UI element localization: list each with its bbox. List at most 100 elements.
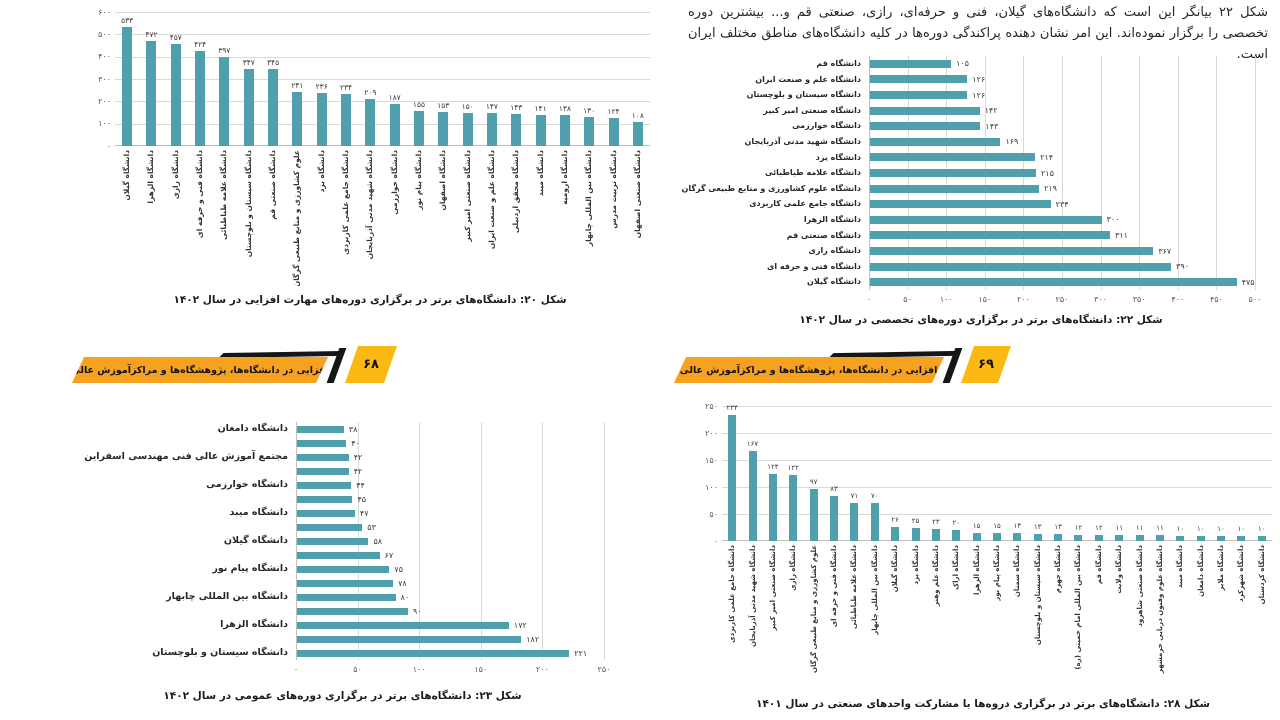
category-label: دانشگاه شهید مدنی آذربایجان	[365, 150, 375, 260]
bar-value-label: ۱۴۲	[984, 106, 998, 116]
x-tick-label: ۲۰۰	[1016, 295, 1030, 304]
figure-23-plot-area: دانشگاه دامغان مجتمع آموزش عالی فنی مهندس…	[70, 422, 615, 720]
category-label: دانشگاه شهرکرد	[1237, 545, 1246, 602]
category-label: علوم کشاورزی و منابع طبیعی گرگان	[292, 150, 302, 286]
category-label: دانشگاه علم و صنعت ایران	[755, 74, 861, 84]
bar	[389, 104, 400, 146]
bar-value-label: ۲۳	[932, 517, 940, 526]
bar	[297, 537, 369, 545]
bar-value-label: ۱۴	[1013, 522, 1022, 531]
bar	[535, 114, 546, 146]
plot-region: ۰ ۱۰۰ ۲۰۰ ۳۰۰ ۴۰۰ ۵۰۰ ۶۰۰ ۵۳۳ ۴۷۲ ۴۵۷ ۴۲۴ ۳۹۷ ۳۴۷ ۳۴۵…	[98, 8, 650, 151]
bar-value-label: ۲۵	[911, 516, 920, 525]
category-label: دانشگاه الزهرا	[803, 215, 861, 224]
gridline	[1216, 56, 1218, 290]
category-label: دانشگاه صنعتی امیر کبیر	[768, 545, 777, 631]
y-tick-label: ۲۰۰	[705, 428, 718, 438]
x-tick-label: ۲۵۰	[1055, 295, 1069, 304]
gridline	[115, 79, 650, 80]
bar	[870, 200, 1051, 209]
bar-value-label: ۱۲۴	[607, 107, 620, 117]
category-label: دانشگاه ولایت	[1115, 545, 1124, 594]
category-label: دانشگاه ارومیه	[559, 150, 569, 205]
category-label: دانشگاه علوم کشاورزی و منابع طبیعی گرگان	[681, 183, 861, 193]
figure-23-chart: دانشگاه دامغان مجتمع آموزش عالی فنی مهندس…	[70, 422, 615, 720]
bar	[1013, 533, 1022, 541]
bar	[870, 503, 879, 541]
bar	[870, 91, 968, 99]
x-tick-label: ۲۰۰	[535, 665, 549, 674]
bar-value-label: ۱۰	[1196, 524, 1205, 533]
category-label: دانشگاه یزد	[911, 545, 920, 585]
bar	[1074, 534, 1083, 541]
bar-value-label: ۱۶۹	[1005, 137, 1019, 147]
bar-value-label: ۴۵	[357, 494, 367, 504]
category-label: دانشگاه علوم وفنون دریایی خرمشهر	[1155, 545, 1164, 674]
bar-value-label: ۱۷۲	[513, 620, 527, 630]
figure-22-plot-area: دانشگاه قم دانشگاه علم و صنعت ایران دانشگا…	[681, 56, 1276, 341]
gridline	[722, 487, 1272, 488]
gridline	[115, 12, 650, 13]
gridline	[722, 406, 1272, 407]
axis-line	[869, 56, 870, 290]
category-label: دانشگاه شهید مدنی آذربایجان	[748, 545, 757, 647]
bar-value-label: ۲۲۱	[574, 648, 588, 658]
category-label: دانشگاه صنعتی امیر کبیر	[462, 150, 472, 242]
bar-value-label: ۳۶۷	[1158, 246, 1172, 256]
bar-value-label: ۸۰	[400, 592, 410, 602]
category-label: دانشگاه بین المللی امام خمینی (ره)	[1074, 545, 1083, 670]
bar	[952, 530, 961, 541]
bar-value-label: ۱۰	[1176, 524, 1185, 533]
category-axis: دانشگاه جامع علمی کاربردی دانشگاه شهید مد…	[722, 543, 1272, 693]
category-label: دانشگاه سیستان و بلوچستان	[746, 90, 861, 100]
bar-value-label: ۷۵	[394, 564, 403, 574]
gridline	[1100, 56, 1102, 290]
bar-value-label: ۱۱	[1115, 524, 1123, 533]
bar	[341, 93, 352, 146]
bar	[413, 111, 424, 146]
category-label: دانشگاه الزهرا	[220, 619, 288, 630]
category-label: دانشگاه صنعتی قم	[786, 230, 861, 240]
bar-value-label: ۴۲۴	[194, 40, 207, 50]
bar	[748, 450, 757, 541]
bar-value-label: ۷۸	[398, 578, 407, 588]
bar-value-label: ۸۳	[830, 485, 838, 494]
bar-value-label: ۱۵۰	[461, 101, 474, 111]
category-label: دانشگاه محقق اردبیلی	[511, 150, 521, 234]
axis-line	[296, 422, 297, 660]
bar-value-label: ۷۱	[850, 491, 859, 500]
category-label: دانشگاه صنعتی اصفهان	[632, 150, 642, 239]
bar	[850, 502, 859, 541]
category-label: دانشگاه صنعتی شاهرود	[1135, 545, 1144, 627]
bar-value-label: ۳۱۱	[1115, 230, 1128, 240]
bar-value-label: ۱۰۵	[956, 59, 969, 69]
bar-value-label: ۲۱۹	[1044, 184, 1057, 194]
category-label: دانشگاه سمنان	[1013, 545, 1022, 598]
category-label: دانشگاه علم وهنر	[931, 545, 940, 606]
figure-28-caption: شکل ۲۸: دانشگاه‌های برتر در برگزاری دروه…	[756, 698, 1210, 710]
bar	[830, 496, 839, 541]
category-label: دانشگاه یزد	[815, 152, 861, 162]
bar-value-label: ۲۴۱	[291, 81, 304, 91]
bar-value-label: ۹۰	[412, 606, 422, 616]
bar-value-label: ۱۲۶	[972, 74, 986, 84]
gridline	[722, 460, 1272, 461]
x-tick-label: ۵۰۰	[1248, 295, 1262, 304]
bar-value-label: ۲۳۴	[1055, 199, 1069, 209]
figure-22-chart: دانشگاه قم دانشگاه علم و صنعت ایران دانشگا…	[681, 56, 1276, 341]
x-tick-label: ۰	[866, 295, 872, 304]
bar	[511, 114, 522, 146]
category-label: دانشگاه دامغان	[1196, 545, 1205, 597]
bar	[870, 122, 981, 131]
bar	[870, 153, 1036, 162]
bar	[1115, 535, 1124, 541]
banner-title-bar: مهارت‌افزایی در دانشگاه‌ها، پژوهشگاه‌ها …	[674, 357, 944, 383]
bar	[297, 481, 352, 489]
bar-value-label: ۴۲	[353, 466, 363, 476]
bar-value-label: ۱۴۳	[510, 103, 523, 113]
bar	[972, 532, 981, 541]
bar-value-label: ۱۲۴	[767, 463, 779, 472]
gridline	[115, 34, 650, 36]
banner-title-text: مهارت‌افزایی در دانشگاه‌ها، پژوهشگاه‌ها …	[40, 364, 360, 376]
category-label: دانشگاه رازی	[170, 150, 180, 200]
